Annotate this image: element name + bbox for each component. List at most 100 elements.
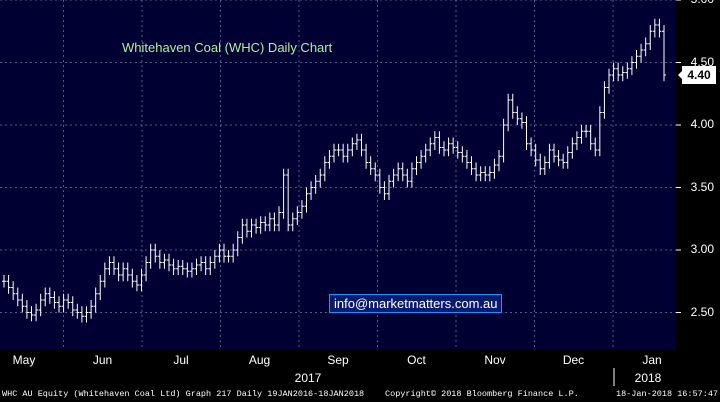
ohlc-bar xyxy=(593,137,598,157)
ohlc-bar xyxy=(524,116,529,150)
ohlc-bar xyxy=(474,162,479,182)
ohlc-bar xyxy=(387,175,391,200)
ohlc-bar xyxy=(437,131,442,154)
x-axis-panel xyxy=(0,350,720,386)
ohlc-bar xyxy=(469,156,474,175)
ohlc-bar xyxy=(208,256,213,275)
ohlc-bar xyxy=(570,137,575,159)
ohlc-bar xyxy=(176,260,181,275)
footer-left: WHC AU Equity (Whitehaven Coal Ltd) Grap… xyxy=(2,389,365,399)
ohlc-bar xyxy=(24,300,29,319)
ohlc-bar xyxy=(295,206,300,225)
ohlc-bar xyxy=(157,250,162,269)
ohlc-bar xyxy=(364,143,369,169)
x-tick-label: Dec xyxy=(562,353,585,367)
ohlc-bar xyxy=(529,137,534,157)
ohlc-bar xyxy=(396,162,401,182)
y-tick-label: 4.00 xyxy=(690,117,714,131)
ohlc-bar xyxy=(38,293,43,317)
ohlc-bar xyxy=(377,168,382,194)
ohlc-bar xyxy=(20,293,25,313)
ohlc-bar xyxy=(506,93,511,132)
ohlc-bar xyxy=(423,143,428,163)
year-label: 2018 xyxy=(634,371,662,385)
ohlc-bar xyxy=(107,256,112,275)
ohlc-bar xyxy=(226,250,231,263)
ohlc-bar xyxy=(625,62,630,79)
ohlc-bar xyxy=(584,125,589,138)
ohlc-bar xyxy=(167,253,171,272)
ohlc-bar xyxy=(487,166,492,182)
ohlc-bar xyxy=(203,256,208,275)
ohlc-bar xyxy=(121,262,126,282)
ohlc-bar xyxy=(409,162,414,188)
ohlc-bar xyxy=(588,125,593,150)
x-tick-label: Jul xyxy=(173,353,189,367)
ohlc-bar xyxy=(368,156,373,175)
ohlc-bar xyxy=(359,133,364,157)
ohlc-bar xyxy=(354,133,359,150)
ohlc-bar xyxy=(130,268,135,288)
ohlc-bar xyxy=(222,243,226,263)
ohlc-bar xyxy=(254,218,259,234)
ohlc-bar xyxy=(634,50,639,69)
chart-plot xyxy=(0,0,720,386)
y-tick-label: 4.50 xyxy=(690,54,714,69)
y-tick-label: 2.50 xyxy=(690,304,714,319)
ohlc-bar xyxy=(217,243,222,263)
ohlc-bar xyxy=(620,66,625,82)
ohlc-bar xyxy=(345,143,350,163)
ohlc-bar xyxy=(281,168,286,219)
ohlc-bar xyxy=(231,243,236,263)
ohlc-bar xyxy=(350,137,355,157)
x-tick-label: Nov xyxy=(484,353,506,367)
footer: WHC AU Equity (Whitehaven Coal Ltd) Grap… xyxy=(0,386,720,402)
ohlc-bar xyxy=(52,291,57,309)
ohlc-bar xyxy=(277,206,281,232)
footer-right: 18-Jan-2018 16:57:47 xyxy=(616,389,719,399)
ohlc-bar xyxy=(15,287,20,307)
ohlc-bar xyxy=(400,162,405,182)
ohlc-bar xyxy=(460,146,465,163)
ohlc-bar xyxy=(171,258,176,275)
ohlc-bar xyxy=(446,137,451,157)
x-tick-label: May xyxy=(12,353,36,367)
ohlc-bar xyxy=(510,93,515,119)
ohlc-bar xyxy=(322,156,327,182)
ohlc-bar xyxy=(272,212,277,232)
ohlc-bar xyxy=(6,275,11,294)
info-email-box: info@marketmatters.com.au xyxy=(329,294,503,313)
ohlc-bar xyxy=(199,256,204,272)
ohlc-bar xyxy=(212,250,217,269)
ohlc-bar xyxy=(341,143,346,163)
ohlc-bar xyxy=(561,153,566,169)
x-tick-label: Aug xyxy=(248,353,271,367)
ohlc-bar xyxy=(327,150,332,169)
ohlc-bar xyxy=(662,25,666,82)
ohlc-bar xyxy=(373,162,378,182)
ohlc-bar xyxy=(304,187,309,213)
ohlc-bar xyxy=(61,293,66,313)
ohlc-bar xyxy=(70,296,75,317)
ohlc-bar xyxy=(318,168,323,188)
ohlc-bar xyxy=(533,143,538,167)
ohlc-bar xyxy=(629,56,634,75)
ohlc-bar xyxy=(515,106,520,125)
ohlc-bar xyxy=(382,181,387,200)
ohlc-bar xyxy=(125,262,130,282)
ohlc-bar xyxy=(574,131,579,150)
ohlc-bar xyxy=(263,216,268,232)
ohlc-bar xyxy=(492,158,497,179)
ohlc-bar xyxy=(442,141,446,157)
ohlc-bar xyxy=(144,256,149,282)
ohlc-bar xyxy=(414,156,419,175)
ohlc-bar xyxy=(497,150,501,172)
ohlc-bar xyxy=(611,62,616,82)
ohlc-bar xyxy=(102,262,107,288)
ohlc-bar xyxy=(153,243,158,263)
y-tick-label: 3.50 xyxy=(690,179,714,194)
ohlc-bar xyxy=(538,153,543,175)
ohlc-bar xyxy=(391,168,396,188)
last-value-label: 4.40 xyxy=(682,66,716,84)
ohlc-bar xyxy=(180,260,185,275)
